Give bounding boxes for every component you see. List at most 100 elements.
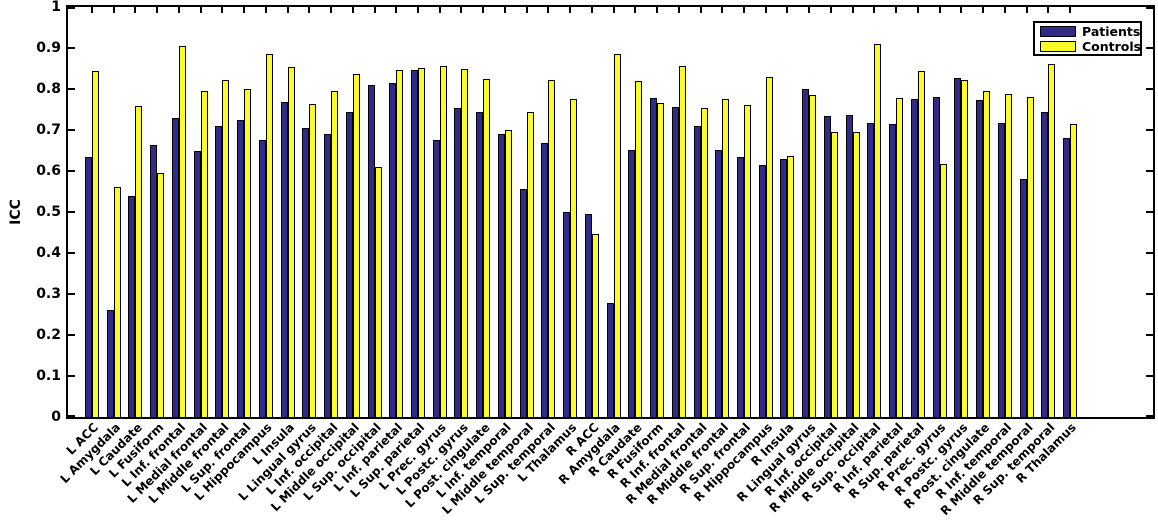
x-tick-top [829,7,832,13]
bar-patients [584,214,592,417]
x-tick-top [569,7,572,13]
bar-patients [432,140,440,417]
x-tick-bottom [808,411,811,417]
bar-controls [526,112,534,417]
bar-controls [222,80,230,417]
bar-controls [787,156,795,417]
y-tick-label: 0.3 [36,286,61,302]
y-tick-label: 0.5 [36,204,61,220]
bar-patients [410,70,418,417]
x-tick-bottom [699,411,702,417]
y-tick-left [68,47,75,49]
x-tick-top [134,7,137,13]
y-tick-left [68,7,75,9]
x-tick-top [960,7,963,13]
x-tick-top [286,7,289,13]
x-tick-top [112,7,115,13]
x-tick-bottom [373,411,376,417]
x-tick-bottom [656,411,659,417]
bar-controls [461,69,469,417]
bar-patients [932,97,940,417]
bar-controls [657,103,665,417]
bar-patients [671,107,679,417]
bar-patients [1062,138,1070,417]
bar-controls [352,74,360,417]
bar-patients [367,85,375,417]
bar-patients [780,159,788,417]
bar-patients [1041,112,1049,417]
x-tick-top [351,7,354,13]
bar-patients [802,89,810,417]
bar-patients [324,134,332,417]
bar-controls [178,46,186,417]
bar-controls [504,130,512,417]
y-tick-right [1146,293,1153,295]
bar-patients [1019,179,1027,417]
x-tick-top [156,7,159,13]
x-tick-top [221,7,224,13]
bar-controls [135,106,143,417]
bar-controls [1048,64,1056,417]
x-tick-top [895,7,898,13]
x-tick-top [656,7,659,13]
x-tick-bottom [243,411,246,417]
x-tick-top [264,7,267,13]
x-tick-top [742,7,745,13]
y-axis-label: ICC [8,199,24,225]
bar-patients [519,189,527,417]
legend: Patients Controls [1033,21,1142,56]
x-tick-top [1003,7,1006,13]
bar-patients [736,157,744,417]
x-tick-bottom [851,411,854,417]
y-tick-left [68,415,75,417]
y-tick-label: 0 [51,409,61,425]
bar-controls [765,77,773,417]
bar-patients [193,151,201,417]
y-tick-left [68,252,75,254]
bar-patients [563,212,571,417]
x-tick-top [634,7,637,13]
bar-patients [302,128,310,417]
bar-patients [345,112,353,417]
y-tick-label: 0.4 [36,245,61,261]
x-tick-bottom [134,411,137,417]
plot-area: Patients Controls [66,5,1155,419]
x-tick-top [938,7,941,13]
y-tick-left [68,334,75,336]
x-tick-top [438,7,441,13]
y-tick-right [1146,170,1153,172]
x-tick-bottom [199,411,202,417]
bar-controls [331,91,339,417]
bar-patients [867,123,875,417]
patients-color-swatch [1040,25,1076,37]
bar-patients [237,120,245,417]
x-tick-top [308,7,311,13]
y-tick-left [68,375,75,377]
bar-patients [150,145,158,417]
x-tick-bottom [634,411,637,417]
x-tick-bottom [482,411,485,417]
bar-patients [823,116,831,417]
bar-patients [693,126,701,417]
x-tick-top [91,7,93,13]
bar-patients [106,310,114,417]
bar-patients [476,112,484,417]
bar-controls [939,164,947,417]
x-tick-top [460,7,463,13]
x-tick-bottom [829,411,832,417]
bar-controls [830,132,838,417]
y-tick-label: 0.6 [36,163,61,179]
bar-controls [157,173,165,417]
bar-controls [287,67,295,417]
x-tick-bottom [438,411,441,417]
bar-patients [389,83,397,417]
x-tick-top [786,7,789,13]
x-tick-bottom [742,411,745,417]
x-tick-bottom [395,411,398,417]
x-tick-top [873,7,876,13]
x-tick-top [1047,7,1050,13]
x-tick-top [851,7,854,13]
bar-controls [961,80,969,417]
controls-color-swatch [1040,40,1076,52]
